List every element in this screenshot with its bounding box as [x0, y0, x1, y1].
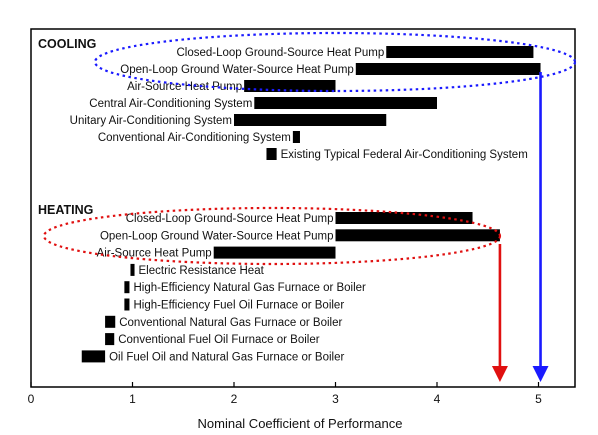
- bar-label: Conventional Air-Conditioning System: [98, 132, 291, 144]
- x-tick-label: 5: [535, 392, 542, 406]
- x-tick-label: 2: [231, 392, 238, 406]
- x-tick-label: 0: [28, 392, 35, 406]
- heating-highlight-ellipse: [42, 206, 502, 266]
- range-bar: [234, 114, 387, 126]
- range-bar: [335, 229, 500, 242]
- bar-label: Conventional Fuel Oil Furnace or Boiler: [118, 334, 320, 346]
- range-bar: [292, 131, 300, 143]
- bar-label: High-Efficiency Fuel Oil Furnace or Boil…: [133, 300, 344, 312]
- section-header-cooling: COOLING: [38, 37, 96, 51]
- range-bar: [105, 315, 116, 328]
- bar-label: Electric Resistance Heat: [139, 265, 265, 277]
- range-bar: [124, 298, 130, 311]
- bar-label: Unitary Air-Conditioning System: [70, 115, 232, 127]
- bar-label: High-Efficiency Natural Gas Furnace or B…: [133, 282, 366, 294]
- range-bar: [213, 246, 336, 259]
- bar-label: Open-Loop Ground Water-Source Heat Pump: [100, 230, 334, 242]
- x-tick-label: 1: [129, 392, 136, 406]
- heating-arrow-head: [491, 366, 508, 382]
- range-bar: [335, 212, 473, 224]
- range-bar: [130, 263, 135, 276]
- range-bar: [124, 281, 130, 294]
- cooling-arrow-head: [532, 366, 549, 382]
- bar-label: Conventional Natural Gas Furnace or Boil…: [119, 317, 342, 329]
- range-bar: [254, 97, 437, 109]
- x-axis-label: Nominal Coefficient of Performance: [198, 416, 403, 431]
- bar-label: Open-Loop Ground Water-Source Heat Pump: [120, 64, 354, 76]
- bar-label: Air-Source Heat Pump: [127, 81, 242, 93]
- x-tick-label: 3: [332, 392, 339, 406]
- range-bar: [386, 46, 534, 58]
- plot-frame: [30, 28, 576, 388]
- range-bar: [355, 63, 541, 75]
- range-bar: [105, 333, 115, 346]
- cooling-highlight-ellipse: [93, 31, 577, 93]
- bar-label: Closed-Loop Ground-Source Heat Pump: [126, 213, 334, 225]
- range-bar: [81, 350, 106, 363]
- range-bar: [266, 148, 277, 160]
- bar-label: Oil Fuel Oil and Natural Gas Furnace or …: [109, 351, 344, 363]
- x-tick-label: 4: [434, 392, 441, 406]
- bar-label: Central Air-Conditioning System: [89, 98, 252, 110]
- bar-label: Air-Source Heat Pump: [97, 248, 212, 260]
- bar-label: Closed-Loop Ground-Source Heat Pump: [176, 47, 384, 59]
- section-header-heating: HEATING: [38, 203, 93, 217]
- bar-label: Existing Typical Federal Air-Conditionin…: [281, 149, 528, 161]
